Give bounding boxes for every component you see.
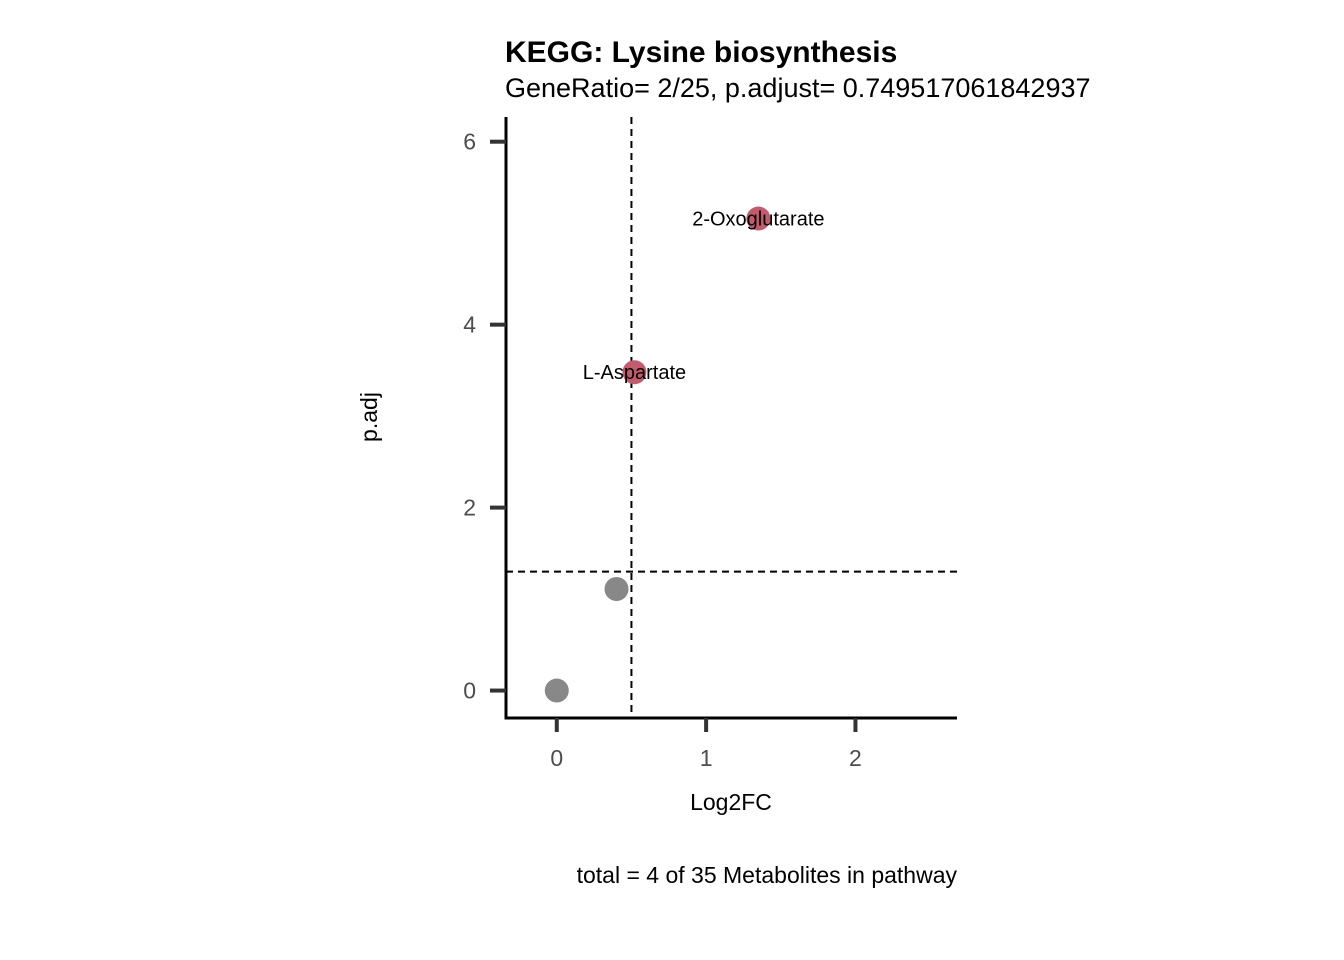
axes (504, 117, 957, 720)
non-significant-point (604, 577, 629, 602)
chart-subtitle: GeneRatio= 2/25, p.adjust= 0.74951706184… (505, 73, 1091, 103)
y-tick-label: 4 (463, 312, 476, 338)
x-axis-ticks: 0 1 2 (550, 718, 862, 771)
y-tick-label: 2 (463, 495, 476, 521)
x-tick-label: 1 (700, 745, 713, 771)
significant-point (746, 206, 771, 231)
y-tick-label: 6 (463, 129, 476, 155)
chart-caption: total = 4 of 35 Metabolites in pathway (577, 862, 958, 888)
x-tick-label: 0 (550, 745, 563, 771)
point-label: 2-Oxoglutarate (692, 209, 824, 231)
non-significant-point (544, 678, 569, 703)
y-axis-title: p.adj (356, 392, 382, 442)
threshold-lines (506, 117, 957, 718)
x-axis-title: Log2FC (690, 789, 772, 815)
significant-point (622, 360, 647, 385)
chart-title: KEGG: Lysine biosynthesis (505, 36, 897, 69)
y-tick-label: 0 (463, 678, 476, 704)
point-label: L-Aspartate (583, 362, 686, 384)
y-axis-ticks: 0 2 4 6 (463, 129, 506, 704)
x-tick-label: 2 (849, 745, 862, 771)
data-points (544, 206, 771, 703)
point-labels: L-Aspartate 2-Oxoglutarate (583, 209, 825, 385)
